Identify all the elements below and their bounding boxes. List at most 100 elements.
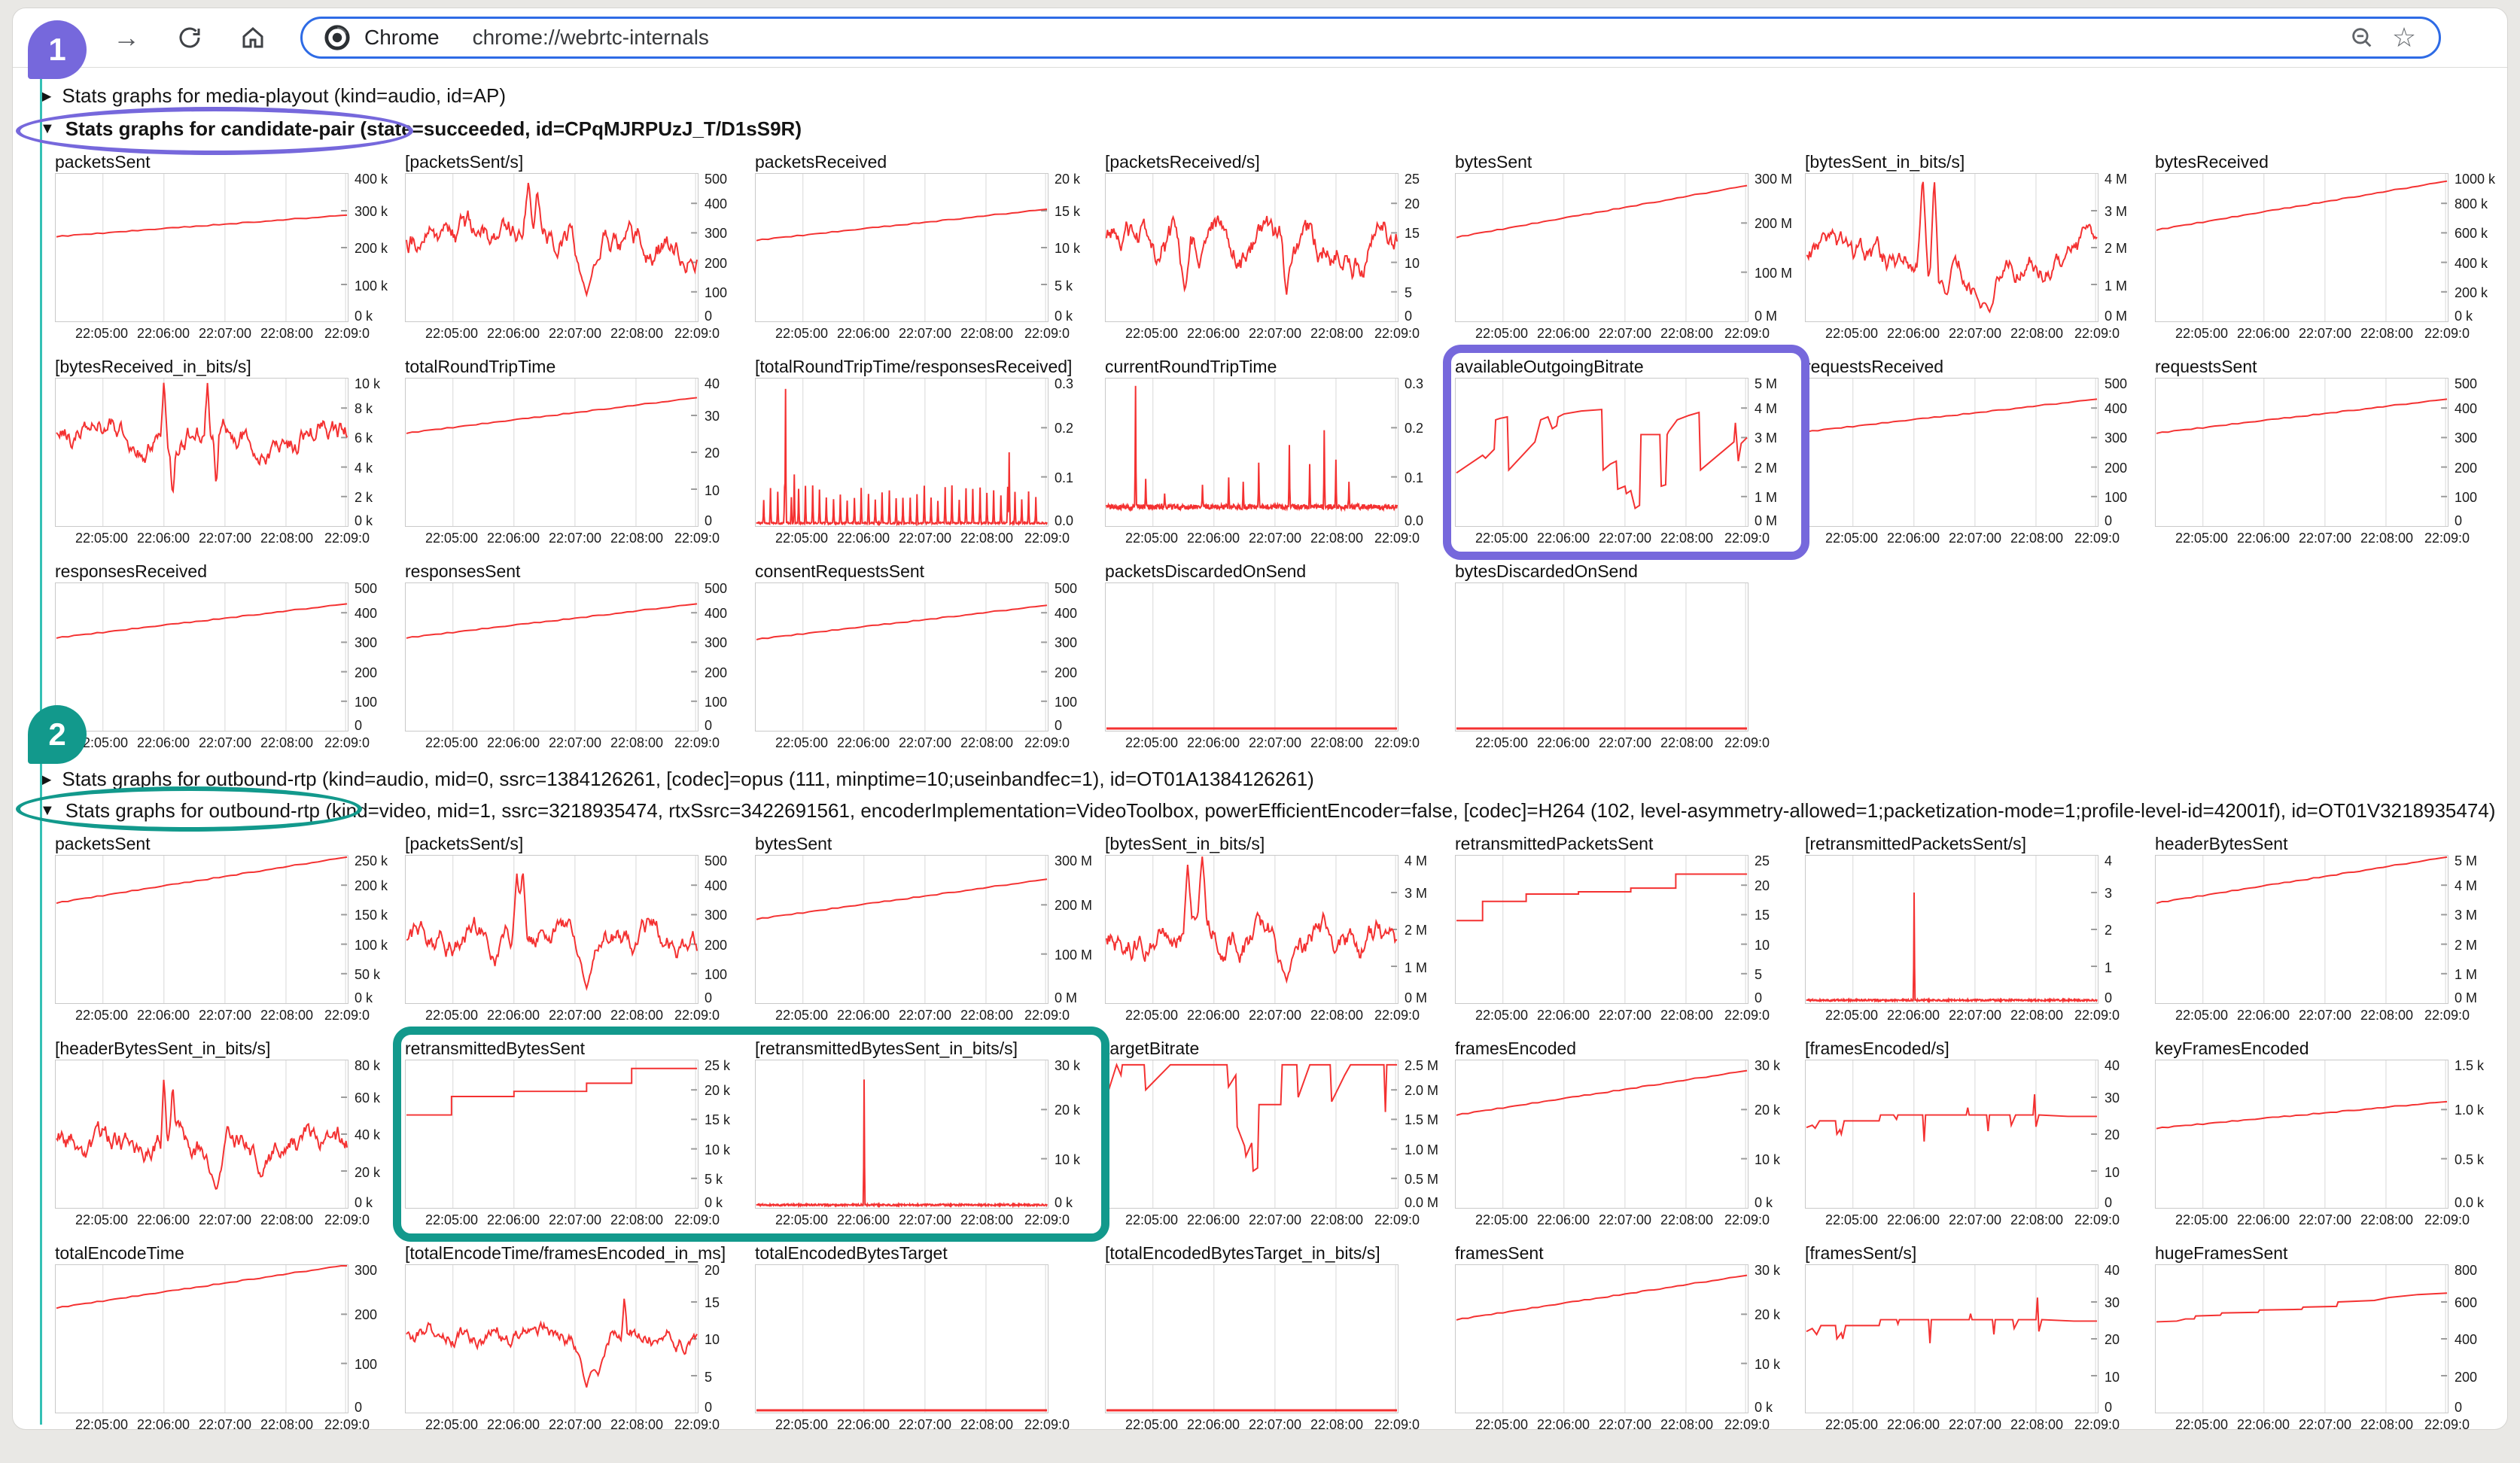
y-tick-label: 0 — [2455, 1400, 2463, 1415]
y-tick-label: 400 — [2455, 1332, 2478, 1347]
y-tick-label: 0.0 M — [1405, 1195, 1439, 1210]
x-tick-label: 22:07:00 — [1248, 1417, 1302, 1430]
chart-row: totalEncodeTime 300 200 100 0 22:05:00 22:06:0… — [55, 1243, 2507, 1430]
chart-canvas — [2155, 378, 2448, 527]
chart-title: [retransmittedBytesSent_in_bits/s] — [755, 1039, 1018, 1058]
y-tick-label: 0 — [355, 1400, 363, 1415]
x-tick-label: 22:08:00 — [610, 1212, 664, 1227]
chart-canvas — [755, 378, 1048, 527]
section-toggle-icon: ▶ — [40, 87, 52, 105]
y-axis-labels: 1000 k 800 k 600 k 400 k 200 k 0 k — [2452, 172, 2497, 324]
y-tick-label: 2 M — [2455, 937, 2478, 953]
section-header-outbound-rtp-video[interactable]: ▼ Stats graphs for outbound-rtp (kind=vid… — [40, 796, 2507, 825]
chart-plot: 4 3 2 1 0 — [1805, 853, 2147, 1005]
y-tick-label: 10 k — [705, 1142, 731, 1157]
y-tick-label: 5 — [705, 1369, 713, 1385]
chart-canvas — [405, 1060, 698, 1209]
chart-canvas — [55, 378, 348, 527]
x-tick-label: 22:08:00 — [260, 1212, 314, 1227]
y-tick-label: 2 M — [1405, 923, 1428, 938]
x-tick-label: 22:08:00 — [1660, 326, 1714, 341]
y-tick-label: 300 M — [1055, 853, 1093, 868]
y-axis-labels — [1052, 1264, 1097, 1413]
y-tick-label: 400 — [2455, 400, 2478, 416]
x-tick-label: 22:06:00 — [2236, 326, 2290, 341]
y-tick-label: 4 k — [355, 460, 373, 476]
chart-canvas — [405, 582, 698, 732]
x-axis-labels: 22:05:00 22:06:00 22:07:00 22:08:00 22:09:0 — [1805, 324, 2147, 343]
chart-canvas — [2155, 1060, 2448, 1209]
y-tick-label: 10 — [2105, 1164, 2120, 1180]
x-tick-label: 22:08:00 — [2360, 531, 2414, 546]
chart-title: totalRoundTripTime — [405, 357, 556, 376]
chart-framessent: framesSent 30 k 20 k 10 k 0 k 22:05:00 22:06:0… — [1455, 1243, 1797, 1429]
x-tick-label: 22:07:00 — [198, 735, 252, 750]
y-axis-labels: 500 400 300 200 100 0 — [352, 581, 397, 733]
chart-canvas — [1805, 378, 2098, 527]
y-axis-labels: 80 k 60 k 40 k 20 k 0 k — [352, 1058, 397, 1210]
x-tick-label: 22:05:00 — [1825, 1417, 1879, 1430]
chart-title: availableOutgoingBitrate — [1455, 357, 1644, 376]
zoom-out-icon[interactable] — [2347, 23, 2377, 53]
chart-title: requestsSent — [2155, 357, 2257, 376]
x-tick-label: 22:05:00 — [75, 531, 129, 546]
bookmark-star-icon[interactable]: ☆ — [2391, 22, 2417, 53]
y-tick-label: 200 — [705, 255, 728, 271]
x-tick-label: 22:07:00 — [548, 1417, 602, 1430]
x-axis-labels: 22:05:00 22:06:00 22:07:00 22:08:00 22:09:0 — [755, 324, 1097, 343]
x-tick-label: 22:05:00 — [1125, 735, 1179, 750]
y-tick-label: 0.3 — [1055, 376, 1074, 391]
section-header-media-playout[interactable]: ▶ Stats graphs for media-playout (kind=au… — [40, 81, 2507, 110]
x-tick-label: 22:08:00 — [2360, 1008, 2414, 1023]
y-tick-label: 20 — [2105, 1332, 2120, 1347]
section-title: Stats graphs for outbound-rtp (kind=vide… — [65, 798, 2496, 822]
x-tick-label: 22:06:00 — [836, 1008, 890, 1023]
x-tick-label: 22:08:00 — [610, 531, 664, 546]
y-tick-label: 2 — [2105, 923, 2113, 938]
chart-canvas — [1105, 855, 1398, 1004]
y-axis-labels: 300 M 200 M 100 M 0 M — [1052, 853, 1097, 1005]
chart-canvas — [1805, 1060, 2098, 1209]
y-axis-labels: 40 30 20 10 0 — [2102, 1058, 2147, 1210]
x-tick-label: 22:09:0 — [2424, 1417, 2470, 1430]
y-axis-labels: 4 M 3 M 2 M 1 M 0 M — [2102, 172, 2147, 324]
reload-button-icon[interactable] — [174, 22, 205, 53]
chart-plot: 800 600 400 200 0 — [2155, 1263, 2497, 1415]
chart-canvas — [1105, 378, 1398, 527]
address-bar[interactable]: Chrome chrome://webrtc-internals ☆ — [300, 17, 2441, 59]
y-tick-label: 1 M — [2455, 967, 2478, 983]
x-tick-label: 22:06:00 — [1186, 1417, 1240, 1430]
y-tick-label: 20 — [1755, 877, 1770, 893]
chart-totalroundtriptime-responsesreceived: [totalRoundTripTime/responsesReceived] 0.… — [755, 357, 1097, 548]
y-tick-label: 20 — [705, 1263, 720, 1278]
section-header-outbound-rtp-audio[interactable]: ▶ Stats graphs for outbound-rtp (kind=aud… — [40, 765, 2507, 793]
x-tick-label: 22:07:00 — [548, 735, 602, 750]
section-title: Stats graphs for candidate-pair (state=s… — [65, 117, 802, 140]
x-axis-labels: 22:05:00 22:06:00 22:07:00 22:08:00 22:09:0 — [755, 1210, 1097, 1230]
chart-title: retransmittedBytesSent — [405, 1039, 586, 1058]
y-tick-label: 100 M — [1755, 266, 1793, 281]
x-tick-label: 22:05:00 — [425, 531, 479, 546]
x-tick-label: 22:09:0 — [1024, 531, 1070, 546]
x-tick-label: 22:09:0 — [2074, 1008, 2120, 1023]
y-tick-label: 30 k — [1755, 1058, 1781, 1073]
y-tick-label: 0 — [705, 513, 713, 528]
chart-title: [packetsReceived/s] — [1105, 152, 1260, 172]
address-bar-url[interactable]: chrome://webrtc-internals — [472, 26, 709, 49]
home-button-icon[interactable] — [237, 22, 269, 53]
chart-retransmittedpacketssent-s: [retransmittedPacketsSent/s] 4 3 2 1 0 22:05:0… — [1805, 834, 2147, 1025]
forward-button-icon[interactable]: → — [113, 22, 140, 53]
y-tick-label: 25 — [1755, 853, 1770, 868]
chart-title: framesEncoded — [1455, 1039, 1577, 1058]
y-tick-label: 400 — [705, 605, 728, 621]
y-tick-label: 10 k — [1755, 1357, 1781, 1372]
x-tick-label: 22:05:00 — [425, 1008, 479, 1023]
chart-plot: 30 k 20 k 10 k 0 k — [1455, 1263, 1797, 1415]
chart-retransmittedbytessent: retransmittedBytesSent 25 k 20 k 15 k 10 k 5 … — [405, 1039, 747, 1230]
x-tick-label: 22:09:0 — [1374, 735, 1420, 750]
x-tick-label: 22:08:00 — [1310, 1212, 1364, 1227]
section-header-candidate-pair[interactable]: ▼ Stats graphs for candidate-pair (state=… — [40, 114, 2507, 143]
y-axis-labels: 800 600 400 200 0 — [2452, 1263, 2497, 1415]
x-tick-label: 22:06:00 — [1186, 326, 1240, 341]
y-tick-label: 300 — [355, 1263, 378, 1278]
